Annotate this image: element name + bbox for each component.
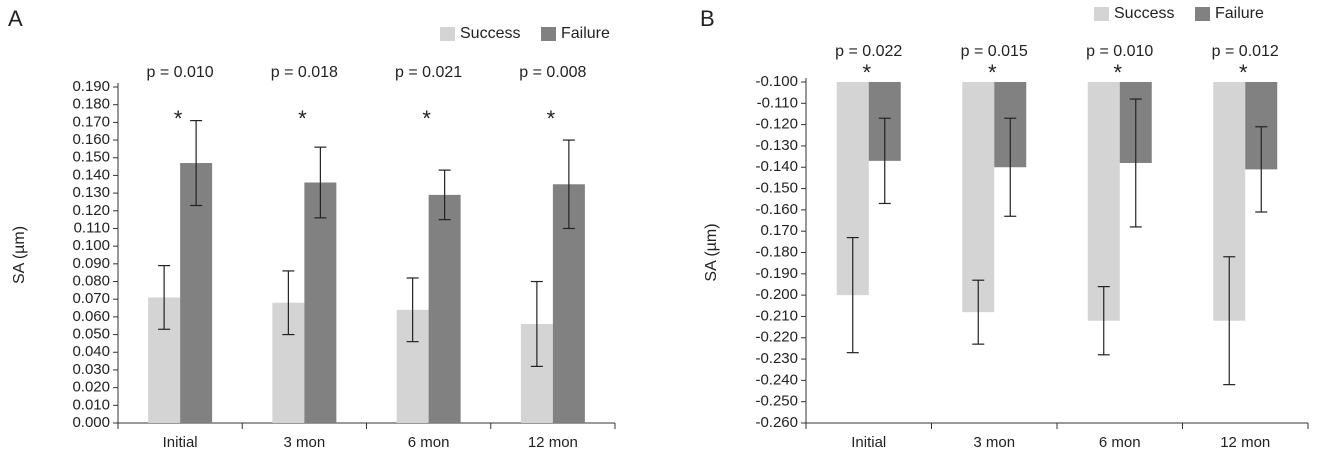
panel-label: A — [8, 6, 23, 31]
y-tick-label: -0.100 — [755, 73, 798, 90]
y-tick-label: 0.070 — [72, 290, 110, 307]
x-tick-label: Initial — [163, 434, 198, 451]
legend-swatch — [541, 27, 556, 41]
y-tick-label: -0.180 — [755, 243, 798, 260]
legend-swatch — [1195, 7, 1210, 21]
y-tick-label: 0.180 — [72, 96, 110, 113]
panel-label: B — [700, 6, 715, 31]
y-tick-label: 0.190 — [72, 78, 110, 95]
y-tick-label: -0.250 — [755, 393, 798, 410]
y-tick-label: -0.230 — [755, 350, 798, 367]
y-tick-label: 0.040 — [72, 343, 110, 360]
y-tick-label: -0.130 — [755, 137, 798, 154]
p-value: p = 0.021 — [395, 64, 462, 81]
y-tick-label: 0.020 — [72, 379, 110, 396]
y-axis-label: SA (µm) — [11, 226, 28, 284]
p-value: p = 0.012 — [1212, 43, 1279, 60]
y-tick-label: -0.240 — [755, 371, 798, 388]
y-tick-label: -0.110 — [757, 94, 798, 111]
bar — [180, 163, 213, 423]
x-tick-label: 12 mon — [1220, 434, 1270, 451]
y-tick-label: 0.140 — [72, 166, 110, 183]
x-tick-label: 6 mon — [1099, 434, 1141, 451]
y-tick-label: 0.110 — [74, 219, 110, 236]
bar — [304, 182, 337, 423]
p-value: p = 0.018 — [271, 64, 338, 81]
y-tick-label: 0.010 — [72, 396, 110, 413]
y-tick-label: 0.170 — [72, 113, 110, 130]
legend-label: Success — [1114, 5, 1174, 22]
significance-marker: * — [1113, 60, 1122, 85]
y-tick-label: -0.160 — [755, 201, 798, 218]
x-tick-label: 12 mon — [528, 434, 578, 451]
x-tick-label: 6 mon — [408, 434, 450, 451]
y-tick-label: 0.160 — [72, 131, 110, 148]
bar — [1087, 82, 1120, 321]
legend-swatch — [1094, 7, 1109, 21]
y-tick-label: -0.210 — [755, 307, 798, 324]
y-tick-label: 0.100 — [72, 237, 110, 254]
y-tick-label: 0.170 — [760, 222, 798, 239]
significance-marker: * — [174, 106, 183, 131]
legend-label: Success — [460, 25, 520, 42]
p-value: p = 0.008 — [519, 64, 586, 81]
legend-label: Failure — [561, 25, 610, 42]
bar — [962, 82, 995, 313]
p-value: p = 0.022 — [835, 43, 902, 60]
y-tick-label: 0.080 — [72, 272, 110, 289]
y-tick-label: 0.000 — [72, 414, 110, 431]
significance-marker: * — [547, 106, 556, 131]
significance-marker: * — [1239, 60, 1248, 85]
y-tick-label: 0.060 — [72, 308, 110, 325]
legend-swatch — [440, 27, 455, 41]
significance-marker: * — [988, 60, 997, 85]
y-tick-label: -0.260 — [755, 414, 798, 431]
bar — [428, 194, 461, 423]
y-tick-label: 0.050 — [72, 326, 110, 343]
y-tick-label: 0.150 — [72, 149, 110, 166]
p-value: p = 0.010 — [147, 64, 214, 81]
y-tick-label: 0.130 — [72, 184, 110, 201]
y-tick-label: 0.120 — [72, 202, 110, 219]
y-tick-label: -0.220 — [755, 329, 798, 346]
y-tick-label: -0.120 — [755, 116, 798, 133]
legend-label: Failure — [1215, 5, 1264, 22]
y-tick-label: -0.150 — [755, 180, 798, 197]
y-tick-label: 0.090 — [72, 255, 110, 272]
y-tick-label: -0.140 — [755, 158, 798, 175]
significance-marker: * — [298, 106, 307, 131]
p-value: p = 0.015 — [961, 43, 1028, 60]
x-tick-label: Initial — [851, 434, 886, 451]
significance-marker: * — [422, 106, 431, 131]
p-value: p = 0.010 — [1086, 43, 1153, 60]
x-tick-label: 3 mon — [284, 434, 326, 451]
x-tick-label: 3 mon — [973, 434, 1015, 451]
significance-marker: * — [862, 60, 871, 85]
y-axis-label: SA (µm) — [703, 223, 720, 281]
y-tick-label: -0.190 — [755, 265, 798, 282]
y-tick-label: -0.200 — [755, 286, 798, 303]
y-tick-label: 0.030 — [72, 361, 110, 378]
